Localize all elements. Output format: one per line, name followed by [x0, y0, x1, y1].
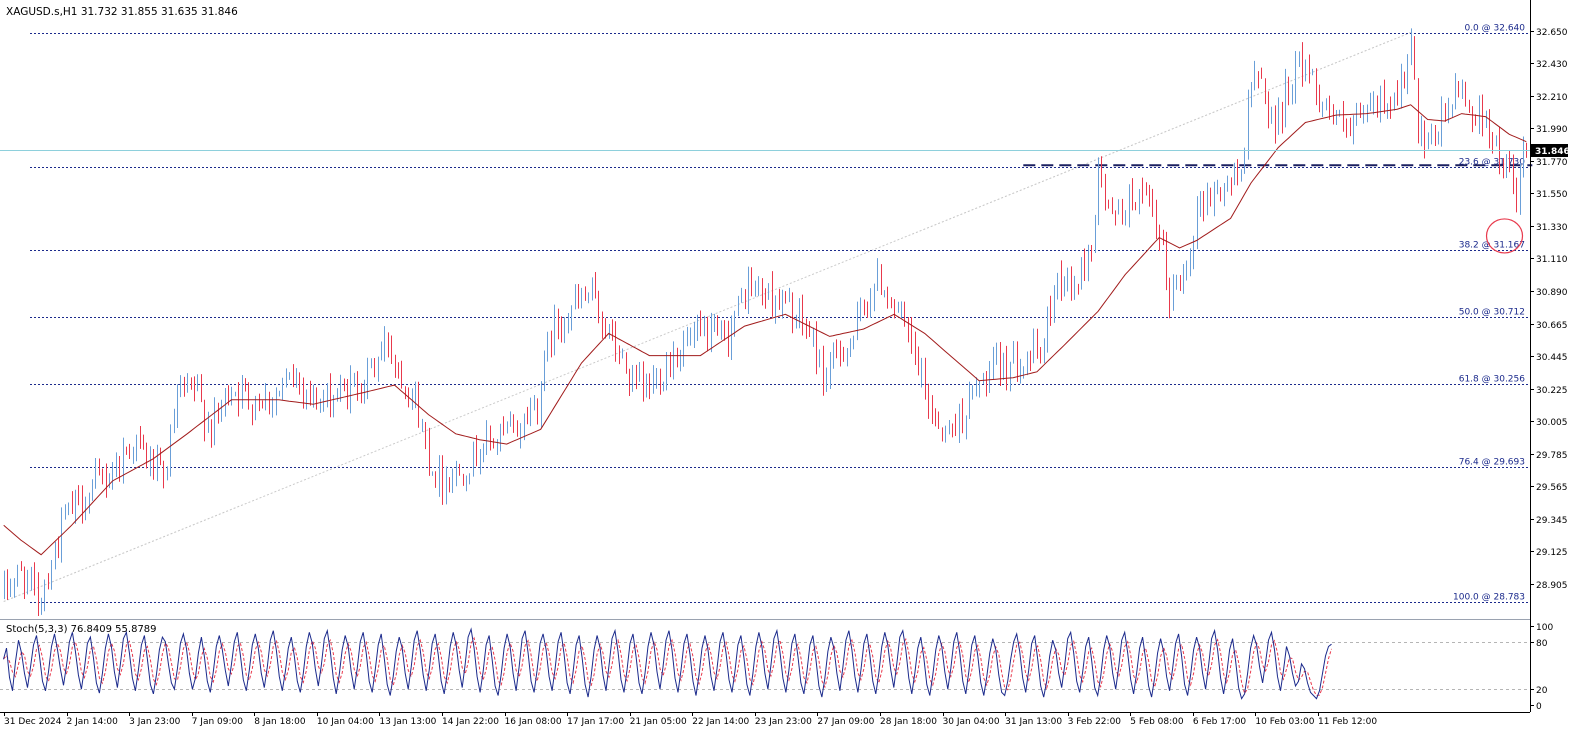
price-tick-label: 30.665 [1536, 321, 1568, 331]
stoch-tick-label: 100 [1536, 623, 1553, 633]
price-tick-label: 32.210 [1536, 93, 1568, 103]
fib-level-label: 23.6 @ 31.730 [1459, 158, 1526, 168]
time-tick-label: 31 Dec 2024 [4, 717, 62, 727]
time-tick-label: 10 Feb 03:00 [1255, 717, 1314, 727]
time-tick-label: 17 Jan 17:00 [567, 717, 624, 727]
stoch-tick-label: 20 [1536, 686, 1548, 696]
time-tick-label: 5 Feb 08:00 [1130, 717, 1184, 727]
time-tick-label: 28 Jan 18:00 [880, 717, 937, 727]
time-tick-label: 14 Jan 22:00 [442, 717, 499, 727]
time-tick-label: 31 Jan 13:00 [1005, 717, 1062, 727]
stoch-levels [0, 642, 1530, 690]
circle-marker [1485, 218, 1524, 254]
fib-level-label: 0.0 @ 32.640 [1464, 24, 1525, 34]
price-tick-label: 32.650 [1536, 28, 1568, 38]
time-tick-label: 3 Jan 23:00 [129, 717, 181, 727]
time-tick-label: 27 Jan 09:00 [817, 717, 874, 727]
stoch-axis: 100 80 20 0 [1530, 623, 1553, 712]
current-price-box [1531, 144, 1568, 157]
price-tick-label: 31.770 [1536, 158, 1568, 168]
time-tick-label: 2 Jan 14:00 [67, 717, 119, 727]
time-tick-label: 6 Feb 17:00 [1193, 717, 1247, 727]
time-axis: 31 Dec 2024 2 Jan 14:00 3 Jan 23:00 7 Jan 0… [4, 712, 1377, 727]
fib-trend-line [3, 32, 1411, 602]
fib-level-label: 38.2 @ 31.167 [1459, 241, 1525, 251]
price-tick-label: 29.345 [1536, 516, 1568, 526]
time-tick-label: 16 Jan 08:00 [505, 717, 562, 727]
price-tick-label: 28.905 [1536, 581, 1568, 591]
fib-level-label: 50.0 @ 30.712 [1459, 308, 1525, 318]
time-tick-label: 21 Jan 05:00 [630, 717, 687, 727]
stoch-tick-label: 80 [1536, 639, 1548, 649]
price-tick-label: 30.005 [1536, 418, 1568, 428]
price-tick-label: 32.430 [1536, 60, 1568, 70]
stoch-tick-label: 0 [1536, 702, 1542, 712]
time-tick-label: 13 Jan 13:00 [379, 717, 436, 727]
time-tick-label: 10 Jan 04:00 [317, 717, 374, 727]
time-tick-label: 7 Jan 09:00 [192, 717, 244, 727]
stoch-lines [3, 627, 1332, 700]
stoch-signal-line [3, 636, 1332, 697]
time-tick-label: 23 Jan 23:00 [755, 717, 812, 727]
stoch-header: Stoch(5,3,3) 76.8409 55.8789 [6, 624, 157, 635]
fib-level-label: 100.0 @ 28.783 [1453, 593, 1525, 603]
current-price-label: 31.846 [1535, 147, 1570, 157]
price-tick-label: 31.550 [1536, 190, 1568, 200]
circle-annotation [1485, 218, 1524, 254]
candles [4, 28, 1527, 616]
fib-level-label: 61.8 @ 30.256 [1459, 375, 1526, 385]
price-tick-label: 29.125 [1536, 548, 1568, 558]
price-tick-label: 30.445 [1536, 353, 1568, 363]
price-tick-label: 30.225 [1536, 386, 1568, 396]
fib-trend-segment [3, 32, 1411, 602]
time-tick-label: 8 Jan 18:00 [254, 717, 306, 727]
time-tick-label: 11 Feb 12:00 [1318, 717, 1377, 727]
price-tick-label: 31.110 [1536, 255, 1568, 265]
price-tick-label: 31.330 [1536, 223, 1568, 233]
time-tick-label: 3 Feb 22:00 [1068, 717, 1122, 727]
fib-levels: 0.0 @ 32.640 23.6 @ 31.730 38.2 @ 31.167 50… [30, 24, 1528, 603]
price-tick-label: 31.990 [1536, 125, 1568, 135]
symbol-header: XAGUSD.s,H1 31.732 31.855 31.635 31.846 [6, 6, 238, 18]
fib-level-label: 76.4 @ 29.693 [1459, 458, 1525, 468]
price-tick-label: 30.890 [1536, 288, 1568, 298]
price-tick-label: 29.565 [1536, 483, 1568, 493]
stoch-main-line [3, 627, 1332, 700]
ma-line [3, 104, 1527, 556]
time-tick-label: 22 Jan 14:00 [692, 717, 749, 727]
price-axis: 32.650 32.430 32.210 31.990 31.770 31.550 31.3… [1530, 28, 1568, 591]
time-tick-label: 30 Jan 04:00 [943, 717, 1000, 727]
moving-average [3, 104, 1527, 556]
price-tick-label: 29.785 [1536, 451, 1568, 461]
current-price-tag: 31.846 [1531, 144, 1570, 157]
